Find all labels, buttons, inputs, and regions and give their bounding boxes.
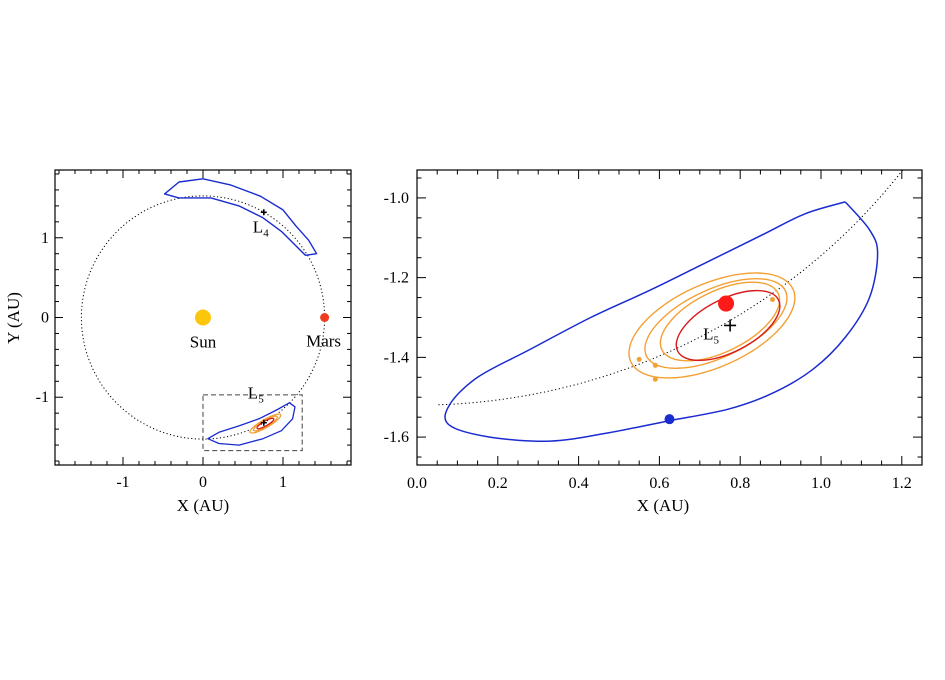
right-panel: L5 0.0 0.2 0.4 0.6 0.8 1.0 1.2 -1.0 -1.2 -1.4 -1.6… bbox=[384, 169, 923, 515]
right-l5-label-subscript: 5 bbox=[713, 334, 719, 346]
right-x-tick-label: 1.0 bbox=[811, 475, 831, 492]
left-y-tick-label: 0 bbox=[41, 310, 49, 327]
l5-label: L5 bbox=[248, 384, 264, 406]
l4-tadpole-orbit bbox=[163, 178, 318, 256]
left-x-tick-label: 0 bbox=[199, 474, 207, 491]
left-y-axis-label: Y (AU) bbox=[4, 292, 23, 344]
l5-marker bbox=[260, 419, 267, 426]
right-x-axis-label: X (AU) bbox=[637, 496, 689, 515]
right-x-tick-label: 1.2 bbox=[892, 475, 912, 492]
right-x-tick-label: 0.8 bbox=[730, 475, 750, 492]
right-horseshoe-loop-1 bbox=[628, 272, 796, 379]
right-y-tick-label: -1.0 bbox=[384, 190, 409, 207]
sun-label: Sun bbox=[190, 333, 217, 352]
asteroid-blue-marker bbox=[664, 414, 675, 425]
right-x-tick-label: 0.4 bbox=[569, 475, 589, 492]
right-y-tick-label: -1.4 bbox=[384, 349, 409, 366]
right-mars-orbit-arc bbox=[438, 170, 904, 406]
l5-label-subscript: 5 bbox=[258, 394, 264, 406]
asteroid-orange-4-marker bbox=[770, 297, 776, 303]
inset-box bbox=[202, 394, 303, 452]
left-y-tick-label: -1 bbox=[36, 389, 49, 406]
left-x-tick-label: 1 bbox=[279, 474, 287, 491]
asteroid-red-marker bbox=[718, 295, 735, 312]
asteroid-orange-3-marker bbox=[652, 362, 658, 368]
right-x-tick-label: 0.6 bbox=[649, 475, 669, 492]
left-x-axis-label: X (AU) bbox=[177, 496, 229, 515]
right-x-tick-label: 0.2 bbox=[488, 475, 508, 492]
left-y-tick-label: 1 bbox=[41, 230, 49, 247]
sun-marker bbox=[195, 309, 211, 326]
l4-marker bbox=[260, 209, 267, 216]
mars-label: Mars bbox=[306, 332, 341, 351]
left-x-tick-label: -1 bbox=[116, 474, 129, 491]
right-y-tick-label: -1.2 bbox=[384, 270, 409, 287]
mars-marker bbox=[320, 313, 330, 322]
right-horseshoe-loop-3 bbox=[659, 281, 781, 362]
right-y-tick-label: -1.6 bbox=[384, 429, 409, 446]
asteroid-orange-1-marker bbox=[636, 356, 642, 362]
right-l5-label: L5 bbox=[703, 324, 719, 346]
right-tadpole-orbit bbox=[444, 201, 879, 442]
right-horseshoe-loop-2 bbox=[644, 277, 788, 369]
right-l5-marker bbox=[724, 319, 737, 332]
l5-tadpole-orbit bbox=[207, 402, 296, 446]
right-x-tick-label: 0.0 bbox=[407, 475, 427, 492]
l4-label-subscript: 4 bbox=[263, 227, 269, 239]
asteroid-orange-2-marker bbox=[652, 376, 658, 382]
right-horseshoe-loop-4 bbox=[675, 289, 781, 362]
